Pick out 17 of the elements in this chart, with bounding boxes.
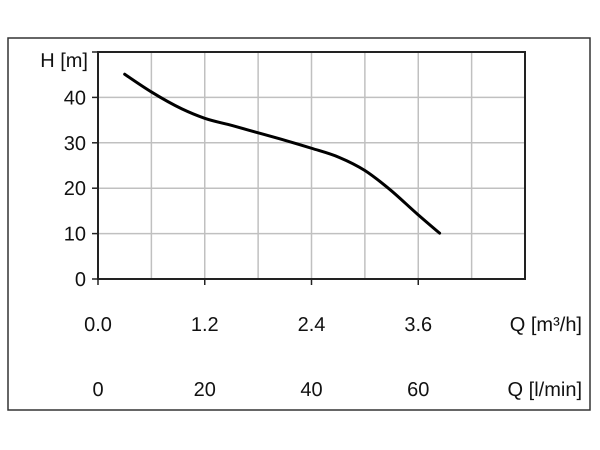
- y-tick-label: 10: [64, 224, 86, 246]
- x2-axis-title: Q [l/min]: [508, 379, 582, 401]
- x2-tick-label: 0: [92, 379, 104, 401]
- y-tick-label: 0: [74, 269, 86, 291]
- y-tick-label: 30: [64, 132, 86, 155]
- y-tick-label: 40: [64, 87, 86, 110]
- x2-tick-label: 60: [407, 379, 430, 401]
- y-axis-title: H [m]: [40, 50, 88, 72]
- x2-tick-label: 20: [194, 379, 216, 401]
- line-series: [123, 72, 442, 235]
- x-axis-title: Q [m³/h]: [510, 314, 582, 336]
- x2-tick-label: 40: [300, 379, 323, 401]
- x-tick-label: 2.4: [298, 314, 326, 336]
- x-tick-label: 3.6: [404, 314, 432, 336]
- x-tick-label: 0.0: [84, 314, 112, 336]
- x-tick-label: 1.2: [190, 314, 219, 336]
- y-tick-label: 20: [64, 178, 86, 200]
